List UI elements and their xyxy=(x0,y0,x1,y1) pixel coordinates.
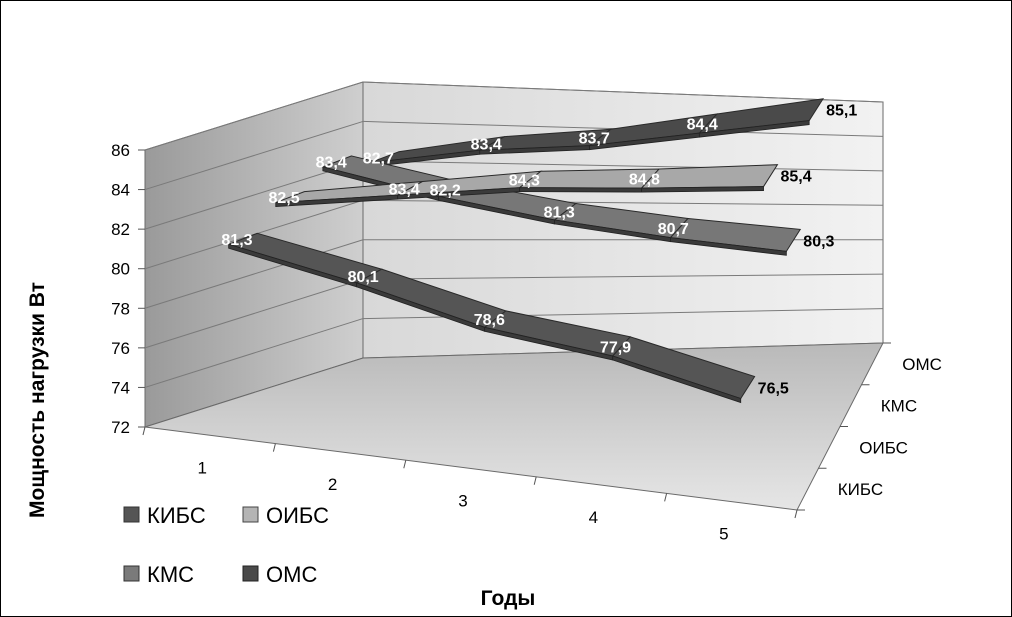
gridline xyxy=(362,273,884,280)
x-tick-mark xyxy=(794,509,798,519)
depth-tick-label: КМС xyxy=(881,397,917,416)
data-label: 76,5 xyxy=(758,381,789,398)
depth-tick-label: ОИБС xyxy=(859,438,908,457)
depth-tick-label: КИБС xyxy=(838,480,883,499)
data-label: 83,4 xyxy=(389,181,420,198)
y-tick-label: 72 xyxy=(111,418,130,437)
data-label: 83,4 xyxy=(471,136,502,153)
data-label: 81,3 xyxy=(544,205,575,222)
data-label: 81,3 xyxy=(221,232,252,249)
x-tick-mark xyxy=(272,443,276,452)
y-tick-label: 86 xyxy=(111,141,130,160)
y-axis-ticks: 72 74 76 78 80 82 84 86 xyxy=(111,141,145,437)
data-label: 85,4 xyxy=(780,169,811,186)
gridline xyxy=(144,120,364,191)
data-label: 82,2 xyxy=(430,183,461,200)
legend-swatch-kms xyxy=(123,565,140,582)
x-tick-mark xyxy=(664,493,668,502)
depth-axis-ticks: КИБС ОИБС КМС ОМС xyxy=(797,342,942,511)
data-label: 80,7 xyxy=(658,221,689,238)
gridline xyxy=(362,160,884,172)
y-tick-label: 80 xyxy=(111,260,130,279)
legend-swatch-kibs xyxy=(123,506,140,523)
data-label: 85,1 xyxy=(826,103,857,120)
data-labels: 81,3 80,1 78,6 77,9 76,5 82,5 83,4 84,3 84,8 85,4… xyxy=(221,103,857,398)
ribbon-edge xyxy=(641,186,764,193)
y-axis-title: Мощность нагрузки Вт xyxy=(26,282,49,518)
data-label: 80,1 xyxy=(348,269,379,286)
data-label: 84,4 xyxy=(687,117,718,134)
legend-label-kibs: КИБС xyxy=(147,503,206,528)
x-tick-label: 2 xyxy=(328,475,337,494)
x-tick-mark xyxy=(403,460,407,469)
data-label: 84,3 xyxy=(509,172,540,189)
x-tick-label: 1 xyxy=(197,458,206,477)
gridline xyxy=(144,239,364,309)
x-axis-ticks: 1 2 3 4 5 xyxy=(142,426,798,544)
x-tick-label: 5 xyxy=(719,525,728,544)
legend: КИБС ОИБС КМС ОМС xyxy=(123,503,329,587)
legend-swatch-oibs xyxy=(242,506,259,523)
y-tick-label: 82 xyxy=(111,220,130,239)
data-label: 84,8 xyxy=(629,172,660,189)
depth-tick-label: ОМС xyxy=(902,355,942,374)
gridline xyxy=(144,278,364,349)
legend-label-oms: ОМС xyxy=(266,562,317,587)
series-ribbon-0 xyxy=(227,232,756,404)
gridline xyxy=(144,318,364,388)
data-label: 83,7 xyxy=(579,130,610,147)
data-label: 78,6 xyxy=(474,312,505,329)
x-tick-mark xyxy=(533,476,537,485)
ribbon-edge xyxy=(698,120,810,138)
series-ribbon-1 xyxy=(275,164,779,207)
legend-label-oibs: ОИБС xyxy=(266,503,329,528)
legend-label-kms: КМС xyxy=(147,562,194,587)
ribbon-edge xyxy=(612,355,742,404)
y-tick-label: 74 xyxy=(111,378,130,397)
data-label: 80,3 xyxy=(803,233,834,250)
y-tick-label: 76 xyxy=(111,339,130,358)
ribbon-edge xyxy=(670,237,787,256)
data-label: 77,9 xyxy=(600,339,631,356)
data-label: 82,7 xyxy=(363,150,394,167)
y-tick-label: 78 xyxy=(111,299,130,318)
series-ribbon-3 xyxy=(369,98,825,168)
data-label: 83,4 xyxy=(316,154,347,171)
series-ribbons xyxy=(227,98,825,404)
x-tick-label: 4 xyxy=(589,508,598,527)
gridlines xyxy=(144,81,884,388)
gridline xyxy=(362,81,884,103)
data-label: 82,5 xyxy=(269,190,300,207)
x-tick-mark xyxy=(142,426,146,436)
legend-swatch-oms xyxy=(242,565,259,582)
x-axis-title: Годы xyxy=(481,587,536,610)
y-tick-label: 84 xyxy=(111,181,130,200)
x-tick-label: 3 xyxy=(458,492,467,511)
gridline xyxy=(144,81,364,151)
